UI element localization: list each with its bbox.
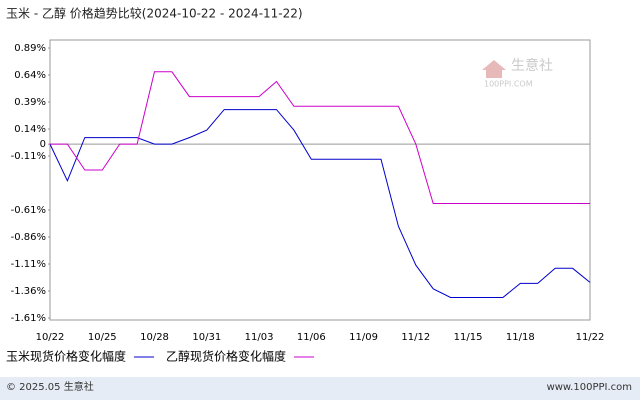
x-tick-label: 11/06: [297, 332, 326, 343]
series-line: [50, 71, 590, 204]
footer-left: © 2025.05 生意社: [6, 380, 94, 393]
legend-label: 乙醇现货价格变化幅度: [166, 349, 286, 364]
chart-title: 玉米 - 乙醇 价格趋势比较(2024-10-22 - 2024-11-22): [6, 6, 303, 21]
watermark-logo: [482, 60, 506, 78]
y-tick-label: -0.61%: [11, 205, 46, 216]
series-line: [49, 109, 591, 298]
watermark-url: 100PPI.COM: [484, 80, 533, 89]
legend-label: 玉米现货价格变化幅度: [6, 349, 126, 364]
x-tick-label: 10/22: [36, 332, 65, 343]
watermark: 生意社 100PPI.COM: [482, 57, 553, 89]
y-tick-label: 0.64%: [14, 70, 46, 81]
y-tick-label: 0.89%: [14, 43, 46, 54]
x-tick-label: 11/03: [245, 332, 274, 343]
x-tick-label: 11/18: [506, 332, 535, 343]
y-tick-label: 0.39%: [14, 97, 46, 108]
x-tick-label: 10/31: [192, 332, 221, 343]
y-tick-label: -0.11%: [11, 151, 46, 162]
x-tick-label: 10/28: [140, 332, 169, 343]
footer-bar: [0, 377, 640, 400]
x-tick-label: 11/15: [454, 332, 483, 343]
y-tick-label: -1.36%: [11, 286, 46, 297]
footer-right: www.100PPI.com: [547, 382, 632, 393]
y-tick-label: -0.86%: [11, 232, 46, 243]
y-tick-label: -1.61%: [11, 313, 46, 324]
plot-frame: [49, 39, 591, 321]
watermark-name: 生意社: [511, 57, 553, 74]
y-tick-label: 0.14%: [14, 124, 46, 135]
y-tick-label: -1.11%: [11, 259, 46, 270]
x-tick-label: 11/22: [576, 332, 605, 343]
x-tick-label: 11/09: [349, 332, 378, 343]
x-tick-label: 11/12: [401, 332, 430, 343]
y-tick-label: 0: [40, 139, 46, 150]
x-tick-label: 10/25: [88, 332, 117, 343]
